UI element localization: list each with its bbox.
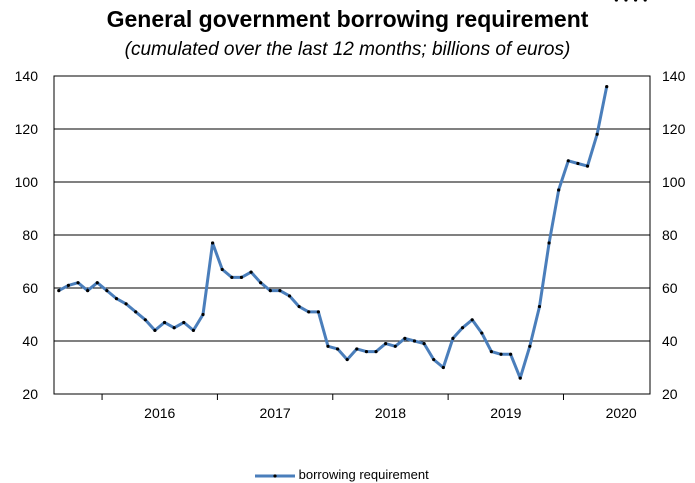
chart-subtitle: (cumulated over the last 12 months; bill… [124,39,571,60]
y-tick-label-left: 60 [22,280,38,296]
data-point [114,297,119,301]
data-point [76,281,80,285]
data-point [643,0,647,2]
data-point [605,85,609,89]
data-point [355,347,359,351]
y-tick-label-right: 120 [662,121,686,137]
y-tick-label-left: 100 [15,174,39,190]
data-point [86,289,90,293]
data-point [460,326,465,330]
x-tick-label: 2018 [375,405,406,421]
y-tick-label-left: 80 [22,227,38,243]
data-point [259,281,263,285]
y-tick-label-right: 40 [662,333,678,349]
data-point [316,310,320,314]
data-point [307,310,311,314]
data-point [403,336,407,340]
data-point [537,304,542,309]
y-tick-label-right: 80 [662,227,678,243]
data-point [557,188,561,192]
chart-title: General government borrowing requirement [106,6,589,32]
data-point [480,331,484,335]
data-point [566,159,570,163]
y-axis-left: 20 40 60 80 100 120 140 [15,68,39,402]
data-point [134,310,138,314]
data-point [268,289,272,293]
series-borrowing-requirement [57,0,647,380]
data-point [518,376,522,380]
data-point [633,0,638,2]
data-point [576,161,580,166]
data-point [624,0,628,2]
data-point [66,283,71,287]
data-point [422,342,426,346]
data-point [374,350,378,354]
data-point [451,336,455,340]
data-point [585,164,590,168]
y-tick-label-left: 120 [15,121,39,137]
data-point [432,357,436,362]
data-point [95,281,99,285]
legend-label: borrowing requirement [298,467,429,482]
y-tick-label-right: 140 [662,68,686,84]
data-point [211,241,215,245]
data-point [335,347,340,351]
plot-area-border [53,75,651,395]
data-point [220,267,224,272]
data-point [614,0,618,2]
legend: borrowing requirement [255,467,429,482]
data-point [441,365,445,370]
data-point [153,328,157,332]
data-point [470,318,474,322]
data-point [547,241,551,245]
x-tick-label: 2016 [144,405,175,421]
data-point [162,320,167,325]
y-tick-label-left: 40 [22,333,38,349]
data-point [595,132,599,136]
x-tick-label: 2019 [490,405,521,421]
gridlines [54,128,650,342]
data-point [412,339,417,343]
data-point [384,342,388,346]
data-point [326,344,330,348]
data-point [239,275,244,279]
x-tick-label: 2017 [260,405,291,421]
y-tick-label-right: 100 [662,174,686,190]
data-point [249,270,253,274]
data-point [124,302,128,306]
data-point [528,344,532,348]
data-point [499,352,503,356]
data-point [182,320,186,325]
y-tick-label-left: 20 [22,386,38,402]
data-point [345,357,349,362]
data-point [509,352,513,356]
data-point [172,326,176,330]
data-point [230,275,234,279]
series-line [58,86,609,380]
data-point [393,344,397,348]
data-point [201,312,205,317]
y-tick-label-right: 60 [662,280,678,296]
data-point [297,304,301,309]
x-axis: 2016 2017 2018 2019 2020 [101,394,637,421]
y-axis-right: 20 40 60 80 100 120 140 [662,68,686,402]
y-tick-label-left: 140 [15,68,39,84]
data-point [489,350,493,354]
data-point [143,318,147,322]
data-point [191,328,195,332]
data-point [364,350,369,354]
data-point [105,289,109,293]
data-point [278,289,282,293]
legend-line-swatch [255,473,295,478]
x-tick-label: 2020 [606,405,637,421]
data-point [57,289,61,293]
data-point [287,294,292,298]
y-tick-label-right: 20 [662,386,678,402]
